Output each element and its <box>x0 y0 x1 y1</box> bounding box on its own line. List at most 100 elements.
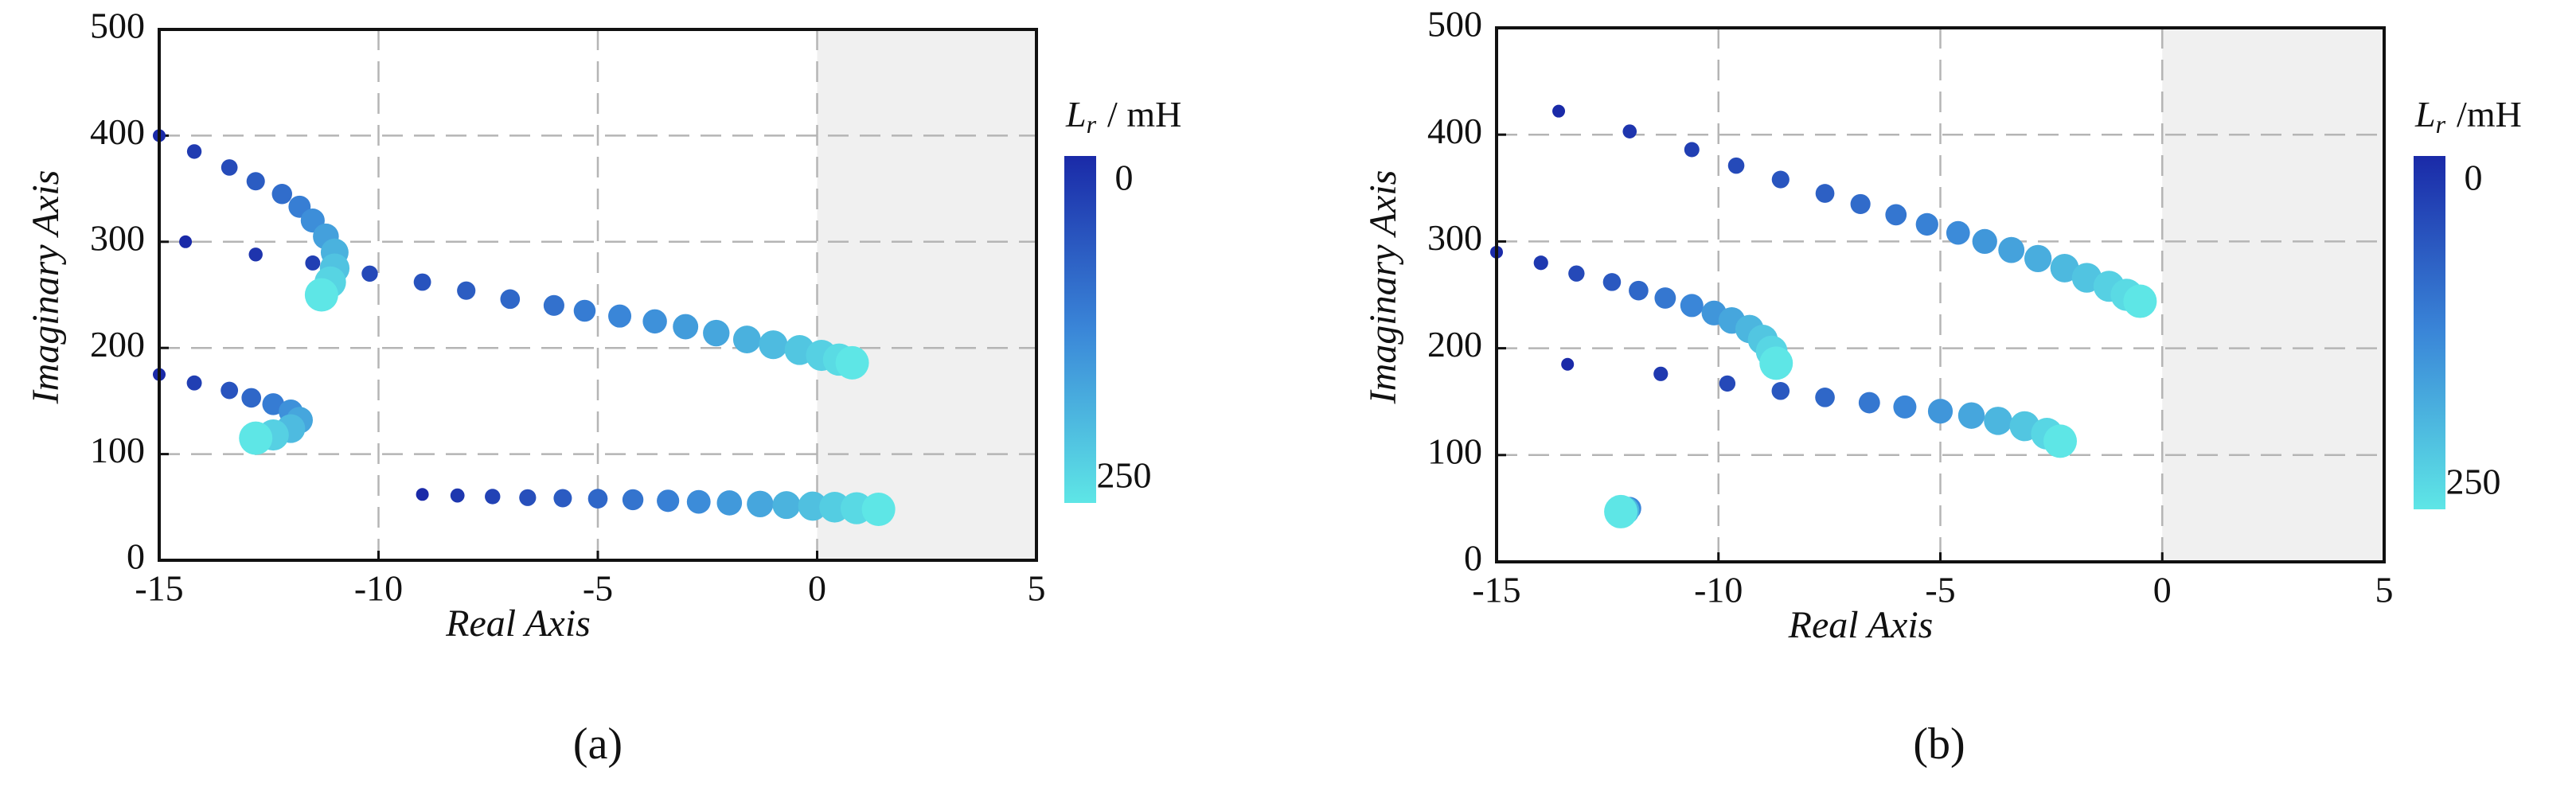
colorbar <box>2414 156 2445 509</box>
root-point <box>1654 287 1676 309</box>
root-point <box>305 255 321 271</box>
colorbar-unit: / mH <box>1107 94 1181 134</box>
root-point <box>221 381 239 400</box>
x-tick-label: 5 <box>1028 568 1046 609</box>
root-point <box>413 273 431 291</box>
colorbar-tick-label: 250 <box>1097 455 1152 496</box>
root-point <box>1533 255 1548 271</box>
root-point <box>239 421 273 455</box>
root-point <box>416 488 429 501</box>
root-point <box>1927 399 1953 424</box>
y-tick-label: 300 <box>1427 217 1482 258</box>
x-tick-label: -5 <box>1925 570 1955 610</box>
y-tick-label: 200 <box>1427 324 1482 364</box>
colorbar-tick-label: 0 <box>1115 158 1134 198</box>
root-point <box>246 172 265 191</box>
colorbar-unit: /mH <box>2457 94 2522 134</box>
unstable-region <box>817 29 1036 560</box>
y-tick-label: 500 <box>90 6 145 46</box>
root-point <box>686 489 711 514</box>
root-point <box>457 281 476 300</box>
x-axis-title: Real Axis <box>1788 604 1934 646</box>
root-point <box>271 184 293 205</box>
x-tick-label: -5 <box>583 568 613 609</box>
x-tick-label: -10 <box>354 568 403 609</box>
root-point <box>622 489 644 511</box>
x-tick-label: -15 <box>1472 570 1520 610</box>
root-point <box>248 247 263 262</box>
root-point <box>543 294 564 316</box>
root-point <box>1568 265 1585 282</box>
root-point <box>587 489 608 509</box>
colorbar-tick-label: 0 <box>2465 158 2483 198</box>
root-point <box>1622 124 1637 138</box>
colorbar-title: Lr / mH <box>1065 94 1181 139</box>
root-point <box>1552 104 1566 118</box>
root-point <box>1972 228 1997 255</box>
root-point <box>2050 254 2079 283</box>
root-point <box>759 330 788 360</box>
x-tick-label: -15 <box>135 568 183 609</box>
root-point <box>747 490 774 517</box>
root-point <box>304 278 338 312</box>
root-point <box>1858 392 1880 414</box>
root-point <box>519 489 537 506</box>
colorbar-subscript: r <box>1087 110 1097 138</box>
root-point <box>1815 184 1835 203</box>
root-point <box>1893 395 1917 419</box>
root-point <box>673 314 699 340</box>
x-tick-label: 0 <box>808 568 826 609</box>
root-point <box>657 489 680 513</box>
y-tick-label: 200 <box>90 324 145 364</box>
root-point <box>1653 366 1669 381</box>
root-point <box>642 309 667 334</box>
root-point <box>450 488 465 503</box>
root-point <box>732 325 761 353</box>
root-point <box>241 388 262 408</box>
root-point <box>186 375 202 391</box>
panel-label: (a) <box>573 719 623 769</box>
root-point <box>179 235 193 248</box>
root-point <box>221 159 238 176</box>
root-point <box>500 289 521 310</box>
y-tick-label: 0 <box>127 536 145 577</box>
root-point <box>1680 294 1704 318</box>
root-point <box>573 299 596 322</box>
root-point <box>1727 157 1745 174</box>
root-point <box>608 304 632 328</box>
root-point <box>1850 193 1871 215</box>
plot-frame <box>1495 26 2386 563</box>
root-point <box>1957 402 1985 429</box>
root-point <box>716 490 743 516</box>
root-point <box>1946 220 1970 245</box>
colorbar-subscript: r <box>2436 110 2446 138</box>
root-point <box>1998 236 2025 263</box>
y-tick-label: 500 <box>1427 4 1482 45</box>
colorbar-symbol: L <box>1065 94 1087 134</box>
y-tick-label: 100 <box>90 430 145 470</box>
root-point <box>703 319 730 347</box>
x-axis-title: Real Axis <box>445 602 591 645</box>
root-point <box>2024 244 2052 273</box>
root-point <box>772 491 801 520</box>
y-axis-title: Imaginary Axis <box>1362 170 1404 405</box>
x-tick-label: -10 <box>1694 570 1743 610</box>
y-tick-label: 0 <box>1464 538 1482 579</box>
root-point <box>1719 375 1736 392</box>
colorbar-symbol: L <box>2414 94 2436 134</box>
root-point <box>1629 280 1649 301</box>
colorbar-tick-label: 250 <box>2446 462 2501 502</box>
y-tick-label: 300 <box>90 217 145 258</box>
root-point <box>1915 212 1938 236</box>
y-tick-label: 400 <box>1427 111 1482 151</box>
root-point <box>2123 284 2157 318</box>
root-point <box>361 265 378 283</box>
x-tick-label: 0 <box>2153 570 2172 610</box>
y-tick-label: 100 <box>1427 431 1482 471</box>
x-tick-label: 5 <box>2375 570 2394 610</box>
root-point <box>186 144 202 159</box>
colorbar <box>1064 156 1096 503</box>
root-point <box>861 492 896 526</box>
y-axis-title: Imaginary Axis <box>25 170 67 405</box>
root-point <box>553 489 572 508</box>
